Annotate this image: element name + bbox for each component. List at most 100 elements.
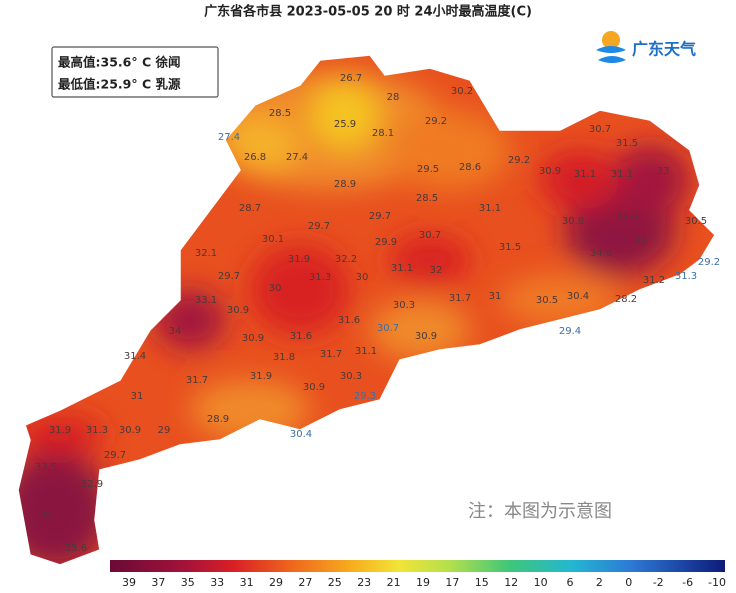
- temp-label: 29.7: [218, 271, 240, 282]
- temp-label: 31.7: [320, 349, 342, 360]
- colorbar-tick-label: 27: [298, 576, 312, 589]
- temp-label: 33.6: [616, 212, 638, 223]
- temp-label: 26.8: [244, 152, 266, 163]
- temp-label: 32.2: [335, 254, 357, 265]
- temp-label: 29.7: [308, 221, 330, 232]
- temp-label: 30.9: [242, 333, 264, 344]
- temp-label: 30.8: [562, 216, 584, 227]
- temp-label: 32: [430, 265, 443, 276]
- logo-text: 广东天气: [632, 40, 696, 59]
- temp-label: 30.9: [227, 305, 249, 316]
- temp-label: 33: [657, 166, 670, 177]
- info-min: 最低值:25.9° C 乳源: [58, 77, 181, 92]
- colorbar-tick-label: 23: [357, 576, 371, 589]
- colorbar-tick-label: 15: [475, 576, 489, 589]
- temp-label: 30.7: [377, 323, 399, 334]
- temp-label: 29.5: [417, 164, 439, 175]
- temp-label: 31.9: [250, 371, 272, 382]
- temp-label: 31.7: [186, 375, 208, 386]
- colorbar-tick-label: 33: [210, 576, 224, 589]
- map-labels: 26.7 28 30.2 28.5 25.9 28.1 29.2 30.7 31.5 27.4 26…: [35, 73, 720, 554]
- temp-label: 31: [489, 291, 502, 302]
- temp-label: 35.6: [65, 543, 87, 554]
- colorbar-tick-label: -6: [682, 576, 693, 589]
- temp-label: 29.7: [369, 211, 391, 222]
- temp-label: 33.1: [195, 295, 217, 306]
- temp-label: 31.4: [124, 351, 146, 362]
- colorbar: [110, 560, 725, 572]
- colorbar-tick-label: 25: [328, 576, 342, 589]
- temp-label: 31.1: [479, 203, 501, 214]
- temp-label: 31.6: [338, 315, 360, 326]
- temp-label: 30.2: [451, 86, 473, 97]
- colorbar-tick-label: 6: [567, 576, 574, 589]
- temp-label: 30.7: [419, 230, 441, 241]
- temp-label: 31.5: [616, 138, 638, 149]
- temp-label: 34: [169, 326, 182, 337]
- temp-label: 29.2: [508, 155, 530, 166]
- temp-label: 25.9: [334, 119, 356, 130]
- temp-label: 29.4: [559, 326, 581, 337]
- temp-label: 28.5: [269, 108, 291, 119]
- temp-label: 31.3: [309, 272, 331, 283]
- colorbar-tick-label: 39: [122, 576, 136, 589]
- temp-label: 30.9: [415, 331, 437, 342]
- colorbar-tick-label: 2: [596, 576, 603, 589]
- temp-label: 29.2: [698, 257, 720, 268]
- temp-label: 31.1: [574, 169, 596, 180]
- colorbar-tick-label: 37: [151, 576, 165, 589]
- temp-label: 27.4: [218, 132, 240, 143]
- temp-label: 31.9: [49, 425, 71, 436]
- colorbar-tick-label: 12: [504, 576, 518, 589]
- temp-label: 35: [40, 510, 53, 521]
- colorbar-tick-label: 19: [416, 576, 430, 589]
- temp-label: 31.1: [391, 263, 413, 274]
- temp-label: 28.9: [207, 414, 229, 425]
- temp-label: 28.7: [239, 203, 261, 214]
- temp-label: 28.6: [459, 162, 481, 173]
- temp-label: 31: [131, 391, 144, 402]
- temp-label: 28: [387, 92, 400, 103]
- colorbar-ticks: 39 37 35 33 31 29 27 25 23 21 19 17 15 12 10 6 2 0 -2 -6 -10: [122, 576, 726, 589]
- temp-label: 30: [269, 283, 282, 294]
- temp-label: 31.9: [288, 254, 310, 265]
- temp-label: 31.6: [290, 331, 312, 342]
- temp-label: 28.9: [334, 179, 356, 190]
- temp-label: 31.8: [273, 352, 295, 363]
- colorbar-tick-label: 35: [181, 576, 195, 589]
- temp-label: 31.3: [86, 425, 108, 436]
- temp-label: 30.3: [393, 300, 415, 311]
- title: 广东省各市县 2023-05-05 20 时 24小时最高温度(C): [204, 4, 532, 20]
- colorbar-tick-label: 17: [445, 576, 459, 589]
- colorbar-tick-label: 29: [269, 576, 283, 589]
- temp-label: 34.6: [590, 248, 612, 259]
- logo: 广东天气: [596, 31, 696, 63]
- temp-label: 32.9: [81, 479, 103, 490]
- temp-label: 30.4: [567, 291, 589, 302]
- temp-label: 30.1: [262, 234, 284, 245]
- temp-label: 28.1: [372, 128, 394, 139]
- temp-label: 30.4: [290, 429, 312, 440]
- temp-label: 28.5: [416, 193, 438, 204]
- colorbar-tick-label: 0: [625, 576, 632, 589]
- colorbar-tick-label: 21: [387, 576, 401, 589]
- note: 注：本图为示意图: [468, 501, 612, 522]
- temp-label: 30.7: [589, 124, 611, 135]
- temp-label: 30.5: [685, 216, 707, 227]
- temp-label: 33.5: [35, 462, 57, 473]
- info-box: 最高值:35.6° C 徐闻 最低值:25.9° C 乳源: [51, 46, 219, 98]
- temp-label: 28.2: [615, 294, 637, 305]
- temp-label: 31.5: [499, 242, 521, 253]
- temp-label: 29: [158, 425, 171, 436]
- map-fill: [18, 55, 715, 565]
- temp-label: 31.3: [675, 271, 697, 282]
- temp-label: 29.7: [104, 450, 126, 461]
- temp-label: 31.7: [449, 293, 471, 304]
- temp-label: 30.9: [303, 382, 325, 393]
- temp-label: 26.7: [340, 73, 362, 84]
- temp-label: 30.9: [119, 425, 141, 436]
- temp-label: 29.2: [425, 116, 447, 127]
- temp-label: 32.1: [195, 248, 217, 259]
